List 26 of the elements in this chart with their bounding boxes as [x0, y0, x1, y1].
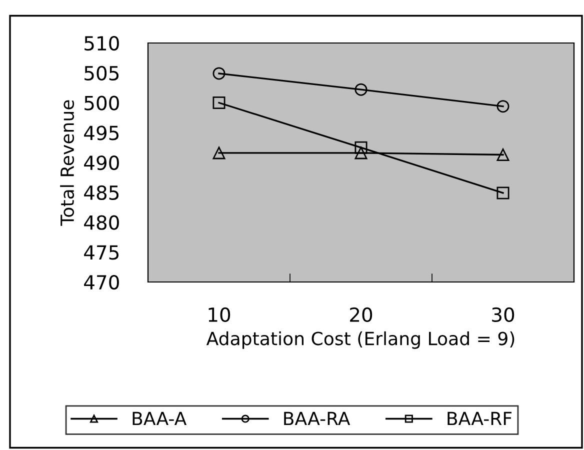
- y-tick-label: 505: [84, 66, 119, 81]
- y-tick-label: 480: [84, 215, 119, 230]
- point: [496, 100, 510, 113]
- y-axis-title: Total Revenue: [60, 100, 74, 226]
- point: [354, 83, 368, 96]
- y-tick-label: 470: [84, 274, 119, 290]
- y-tick-label: 510: [84, 36, 119, 51]
- x-tick-label: 30: [492, 307, 514, 322]
- y-tick-label: 495: [84, 126, 119, 140]
- legend-label: BAA-A: [132, 412, 187, 426]
- x-axis-title: Adaptation Cost (Erlang Load = 9): [206, 331, 514, 349]
- point: [354, 146, 368, 160]
- y-tick-label: 490: [84, 155, 119, 170]
- point: [496, 186, 510, 200]
- point: [212, 146, 226, 160]
- y-tick-label: 475: [84, 245, 119, 260]
- x-tick-label: 10: [208, 307, 230, 322]
- legend-label: BAA-RA: [284, 412, 350, 426]
- point: [354, 141, 368, 154]
- point: [212, 67, 226, 80]
- y-tick-label: 500: [84, 96, 119, 110]
- x-tick-label: 20: [350, 307, 372, 322]
- legend-label: BAA-RF: [448, 412, 512, 426]
- point: [212, 96, 226, 109]
- y-tick-label: 485: [84, 185, 119, 200]
- point: [496, 148, 510, 161]
